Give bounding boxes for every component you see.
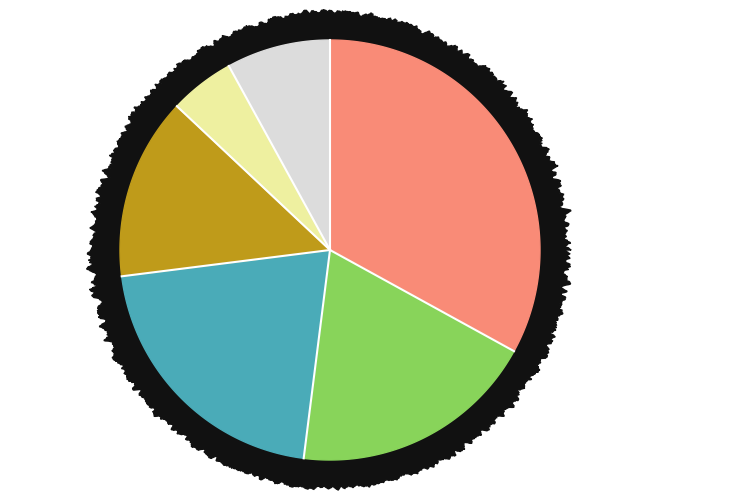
Polygon shape	[122, 250, 330, 458]
Polygon shape	[304, 250, 514, 460]
Polygon shape	[229, 40, 330, 250]
Polygon shape	[177, 66, 330, 250]
Polygon shape	[120, 106, 330, 276]
Polygon shape	[330, 40, 540, 351]
Polygon shape	[87, 10, 572, 490]
